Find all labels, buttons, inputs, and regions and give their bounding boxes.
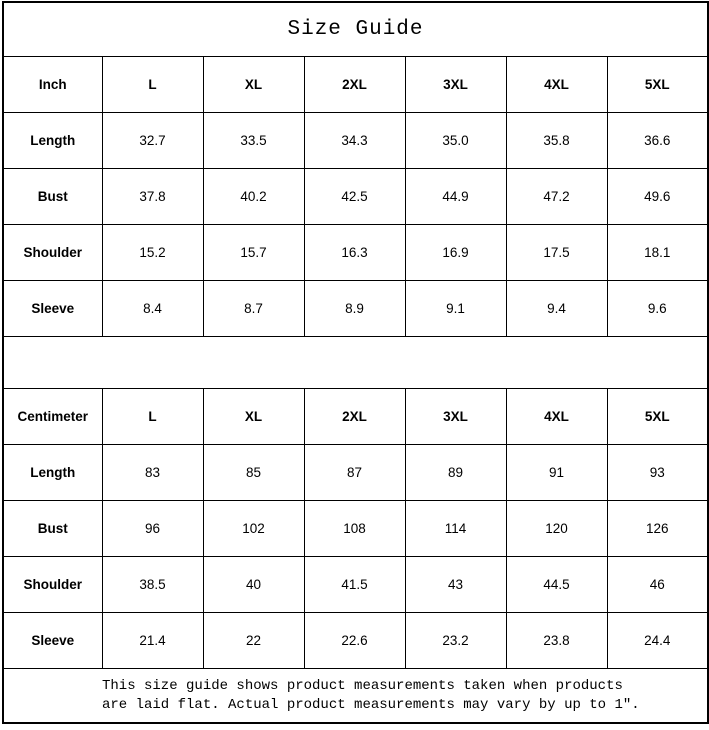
- page-title: Size Guide: [2, 1, 709, 57]
- inch-sleeve-row: Sleeve 8.4 8.7 8.9 9.1 9.4 9.6: [2, 280, 709, 337]
- row-label: Length: [2, 444, 103, 501]
- value-cell: 21.4: [101, 612, 204, 669]
- footer-line-1: This size guide shows product measuremen…: [102, 677, 623, 694]
- value-cell: 108: [303, 500, 406, 557]
- size-col-header: 4XL: [505, 388, 608, 445]
- value-cell: 22.6: [303, 612, 406, 669]
- value-cell: 9.4: [505, 280, 608, 337]
- value-cell: 16.9: [404, 224, 507, 281]
- value-cell: 85: [202, 444, 305, 501]
- value-cell: 16.3: [303, 224, 406, 281]
- centimeter-header-row: Centimeter L XL 2XL 3XL 4XL 5XL: [2, 388, 709, 445]
- title-row: Size Guide: [2, 1, 709, 57]
- row-label: Shoulder: [2, 556, 103, 613]
- footer-line-2: are laid flat. Actual product measuremen…: [102, 696, 640, 713]
- row-label: Sleeve: [2, 280, 103, 337]
- value-cell: 89: [404, 444, 507, 501]
- row-label: Sleeve: [2, 612, 103, 669]
- value-cell: 15.7: [202, 224, 305, 281]
- cm-length-row: Length 83 85 87 89 91 93: [2, 444, 709, 501]
- value-cell: 40: [202, 556, 305, 613]
- size-col-header: L: [101, 56, 204, 113]
- centimeter-unit-header: Centimeter: [2, 388, 103, 445]
- size-col-header: 2XL: [303, 388, 406, 445]
- inch-unit-header: Inch: [2, 56, 103, 113]
- row-label: Length: [2, 112, 103, 169]
- value-cell: 40.2: [202, 168, 305, 225]
- value-cell: 37.8: [101, 168, 204, 225]
- value-cell: 18.1: [606, 224, 709, 281]
- size-col-header: XL: [202, 388, 305, 445]
- size-col-header: 5XL: [606, 388, 709, 445]
- value-cell: 46: [606, 556, 709, 613]
- value-cell: 9.1: [404, 280, 507, 337]
- value-cell: 114: [404, 500, 507, 557]
- value-cell: 43: [404, 556, 507, 613]
- value-cell: 87: [303, 444, 406, 501]
- value-cell: 44.9: [404, 168, 507, 225]
- value-cell: 34.3: [303, 112, 406, 169]
- size-col-header: XL: [202, 56, 305, 113]
- size-col-header: 2XL: [303, 56, 406, 113]
- value-cell: 9.6: [606, 280, 709, 337]
- value-cell: 83: [101, 444, 204, 501]
- value-cell: 120: [505, 500, 608, 557]
- size-col-header: 3XL: [404, 56, 507, 113]
- value-cell: 23.8: [505, 612, 608, 669]
- value-cell: 91: [505, 444, 608, 501]
- inch-bust-row: Bust 37.8 40.2 42.5 44.9 47.2 49.6: [2, 168, 709, 225]
- row-label: Shoulder: [2, 224, 103, 281]
- inch-shoulder-row: Shoulder 15.2 15.7 16.3 16.9 17.5 18.1: [2, 224, 709, 281]
- value-cell: 44.5: [505, 556, 608, 613]
- value-cell: 22: [202, 612, 305, 669]
- value-cell: 35.8: [505, 112, 608, 169]
- value-cell: 49.6: [606, 168, 709, 225]
- size-col-header: L: [101, 388, 204, 445]
- value-cell: 17.5: [505, 224, 608, 281]
- value-cell: 36.6: [606, 112, 709, 169]
- value-cell: 23.2: [404, 612, 507, 669]
- footer-row: This size guide shows product measuremen…: [2, 668, 709, 724]
- size-col-header: 5XL: [606, 56, 709, 113]
- row-label: Bust: [2, 168, 103, 225]
- row-label: Bust: [2, 500, 103, 557]
- inch-length-row: Length 32.7 33.5 34.3 35.0 35.8 36.6: [2, 112, 709, 169]
- spacer-row: [2, 336, 709, 389]
- value-cell: 102: [202, 500, 305, 557]
- size-col-header: 4XL: [505, 56, 608, 113]
- value-cell: 24.4: [606, 612, 709, 669]
- size-col-header: 3XL: [404, 388, 507, 445]
- value-cell: 38.5: [101, 556, 204, 613]
- footer-note: This size guide shows product measuremen…: [2, 668, 709, 724]
- value-cell: 42.5: [303, 168, 406, 225]
- cm-sleeve-row: Sleeve 21.4 22 22.6 23.2 23.8 24.4: [2, 612, 709, 669]
- value-cell: 126: [606, 500, 709, 557]
- value-cell: 41.5: [303, 556, 406, 613]
- inch-header-row: Inch L XL 2XL 3XL 4XL 5XL: [2, 56, 709, 113]
- value-cell: 8.4: [101, 280, 204, 337]
- value-cell: 15.2: [101, 224, 204, 281]
- cm-shoulder-row: Shoulder 38.5 40 41.5 43 44.5 46: [2, 556, 709, 613]
- value-cell: 32.7: [101, 112, 204, 169]
- value-cell: 8.7: [202, 280, 305, 337]
- value-cell: 96: [101, 500, 204, 557]
- value-cell: 47.2: [505, 168, 608, 225]
- cm-bust-row: Bust 96 102 108 114 120 126: [2, 500, 709, 557]
- value-cell: 33.5: [202, 112, 305, 169]
- spacer-cell: [2, 336, 709, 389]
- value-cell: 8.9: [303, 280, 406, 337]
- value-cell: 35.0: [404, 112, 507, 169]
- value-cell: 93: [606, 444, 709, 501]
